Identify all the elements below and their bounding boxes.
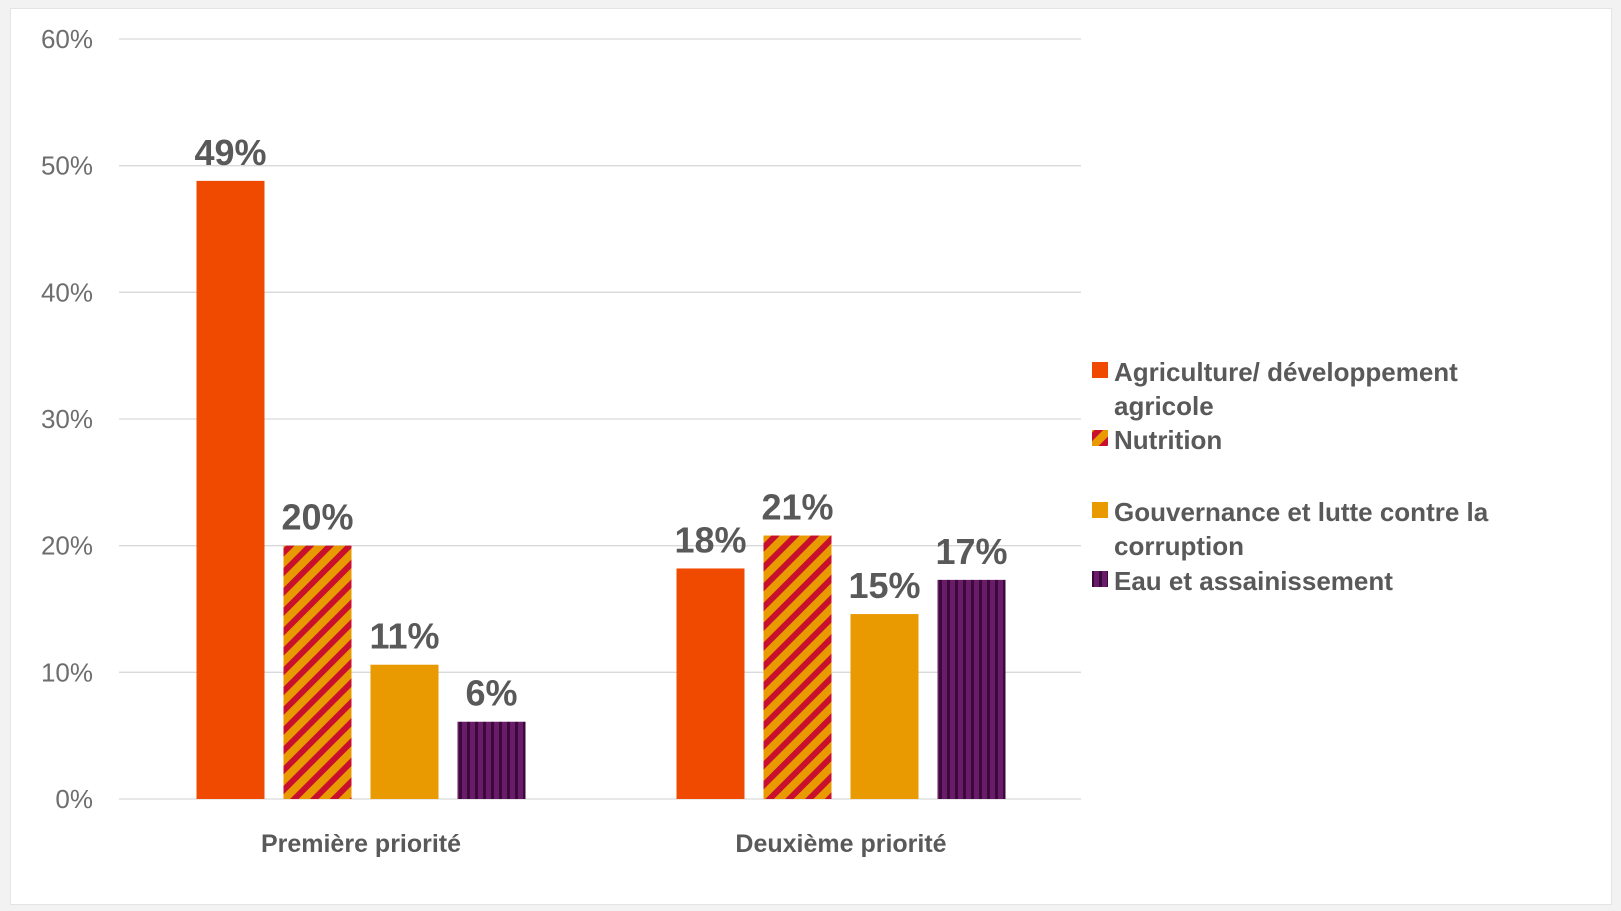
x-axis: Première priorité Deuxième priorité — [261, 830, 947, 858]
bar — [370, 664, 439, 799]
y-tick-label: 60% — [41, 24, 93, 54]
x-category-label: Première priorité — [261, 830, 461, 858]
bar — [763, 535, 832, 799]
y-tick-label: 50% — [41, 151, 93, 181]
legend-label: Agriculture/ développement agricole — [1114, 357, 1458, 421]
bar-chart: 0% 10% 20% 30% 40% 50% 60% 49% 20% 11% 6% 18% 21% 15… — [41, 24, 1489, 858]
data-label: 15% — [848, 565, 920, 606]
bars — [196, 180, 1006, 799]
data-label: 21% — [761, 487, 833, 528]
data-label: 6% — [465, 673, 517, 714]
legend-swatch — [1092, 362, 1108, 378]
data-label: 49% — [194, 132, 266, 173]
legend-label: Nutrition — [1114, 425, 1222, 455]
y-axis: 0% 10% 20% 30% 40% 50% 60% — [41, 24, 93, 814]
bar — [196, 180, 265, 799]
bar — [850, 614, 919, 799]
y-tick-label: 20% — [41, 531, 93, 561]
legend-swatch — [1092, 502, 1108, 518]
chart-frame: 0% 10% 20% 30% 40% 50% 60% 49% 20% 11% 6% 18% 21% 15… — [10, 8, 1612, 905]
y-tick-label: 40% — [41, 277, 93, 307]
x-category-label: Deuxième priorité — [735, 830, 946, 858]
legend-label: Gouvernance et lutte contre la corruption — [1114, 497, 1489, 561]
legend-swatch — [1092, 571, 1108, 587]
bar — [283, 545, 352, 799]
data-label: 18% — [674, 519, 746, 560]
y-tick-label: 30% — [41, 404, 93, 434]
legend-label: Eau et assainissement — [1114, 566, 1393, 596]
legend-swatch — [1092, 430, 1108, 446]
y-tick-label: 10% — [41, 657, 93, 687]
data-labels: 49% 20% 11% 6% 18% 21% 15% 17% — [194, 132, 1007, 714]
data-label: 17% — [935, 531, 1007, 572]
bar — [676, 568, 745, 799]
data-label: 11% — [369, 616, 439, 657]
data-label: 20% — [281, 497, 353, 538]
bar — [937, 579, 1006, 799]
gridlines — [119, 38, 1081, 800]
bar — [457, 721, 526, 799]
legend: Agriculture/ développement agricole Nutrit… — [1092, 357, 1489, 596]
y-tick-label: 0% — [55, 784, 93, 814]
